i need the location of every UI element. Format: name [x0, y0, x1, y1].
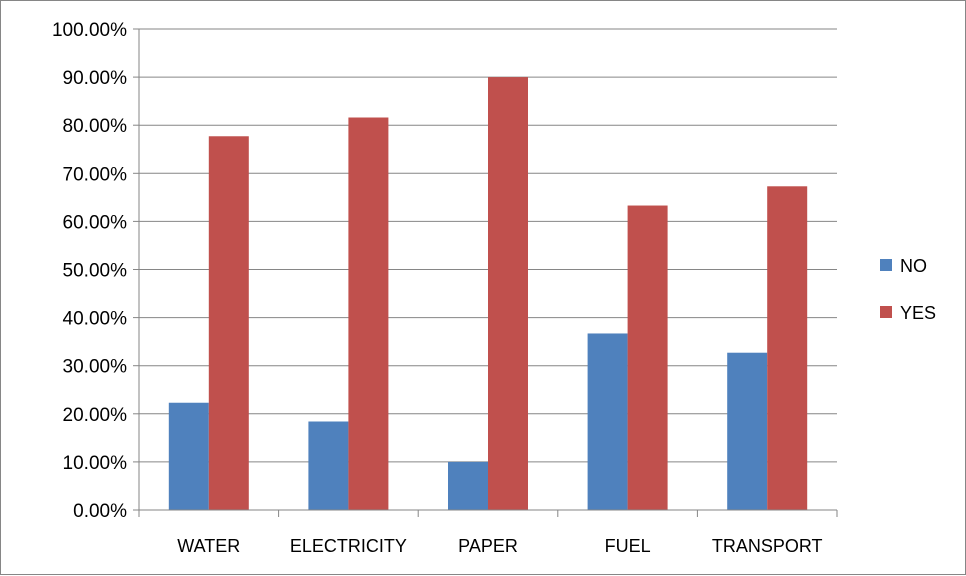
y-tick-label: 60.00%: [63, 212, 128, 233]
x-category-label: WATER: [177, 536, 240, 556]
x-category-label: PAPER: [458, 536, 518, 556]
y-tick-label: 40.00%: [63, 309, 128, 330]
y-tick-label: 20.00%: [63, 405, 128, 426]
y-tick-label: 50.00%: [63, 261, 128, 282]
legend-label-no: NO: [900, 256, 927, 276]
y-tick-label: 30.00%: [63, 357, 128, 378]
y-tick-labels: 0.00% 10.00% 20.00% 30.00% 40.00% 50.00% 60.00…: [52, 20, 127, 522]
bar-no-fuel: [587, 333, 628, 510]
y-tick-label: 90.00%: [63, 68, 128, 89]
y-tick-label: 100.00%: [52, 20, 127, 41]
axes: [133, 28, 838, 517]
x-category-label: TRANSPORT: [712, 536, 823, 556]
x-category-labels: WATER ELECTRICITY PAPER FUEL TRANSPORT: [177, 536, 822, 556]
y-tick-label: 80.00%: [63, 116, 128, 137]
bar-no-paper: [448, 461, 488, 510]
legend: NO YES: [880, 256, 936, 323]
legend-swatch-yes: [880, 306, 892, 318]
y-tick-label: 70.00%: [63, 164, 128, 185]
bar-yes-paper: [488, 77, 528, 510]
bar-yes-water: [208, 136, 249, 510]
bar-no-transport: [727, 352, 768, 510]
bar-yes-electricity: [348, 117, 389, 510]
x-category-label: ELECTRICITY: [290, 536, 407, 556]
y-tick-label: 10.00%: [63, 453, 128, 474]
bar-no-water: [168, 402, 209, 510]
bar-yes-fuel: [627, 205, 668, 511]
bar-no-electricity: [308, 421, 349, 510]
y-tick-label: 0.00%: [73, 501, 127, 522]
bars: [168, 77, 808, 511]
bar-yes-transport: [767, 186, 808, 511]
x-category-label: FUEL: [605, 536, 651, 556]
legend-label-yes: YES: [900, 303, 936, 323]
legend-swatch-no: [880, 259, 892, 271]
